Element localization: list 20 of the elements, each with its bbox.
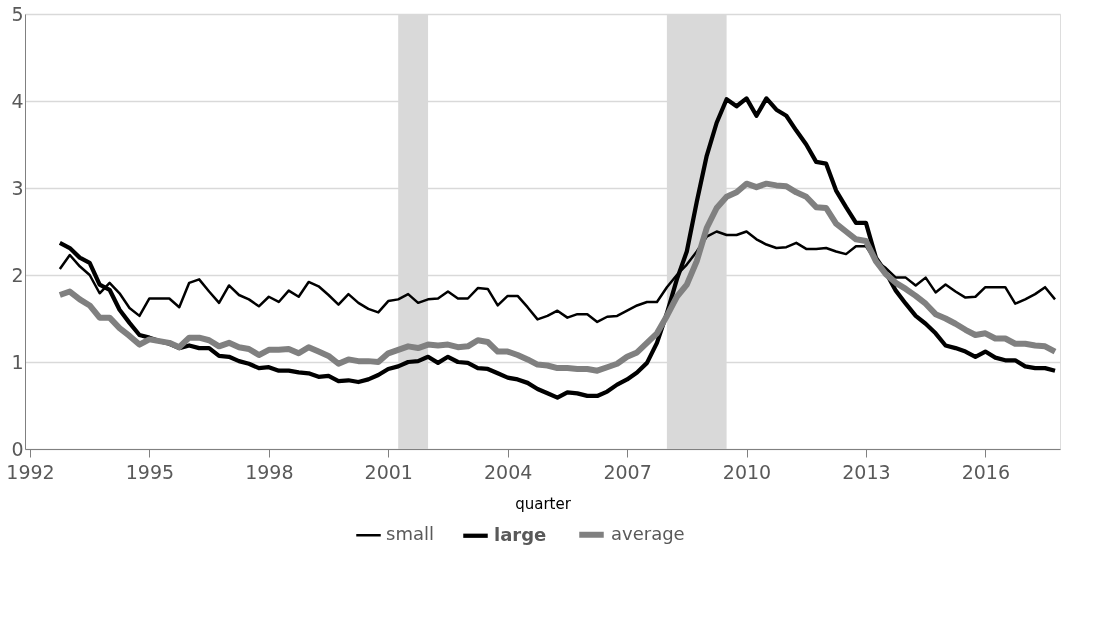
line-series — [57, 96, 1058, 400]
x-axis-title: quarter — [515, 494, 572, 513]
y-tick-label: 4 — [11, 89, 24, 112]
x-tick-label: 1998 — [245, 460, 294, 483]
y-tick-label: 3 — [11, 176, 24, 199]
y-tick-label: 0 — [11, 437, 24, 460]
y-tick-label: 2 — [11, 263, 24, 286]
x-tick-label: 1995 — [125, 460, 175, 483]
y-tick-label: 5 — [11, 2, 24, 25]
x-tick-label: 2007 — [603, 460, 652, 483]
legend-label: large — [494, 523, 547, 545]
legend-label: small — [386, 523, 434, 545]
x-tick-label: 2013 — [842, 460, 891, 483]
x-tick-label: 2010 — [722, 460, 772, 483]
x-tick-label: 2001 — [364, 460, 413, 483]
x-tick-label: 2004 — [483, 460, 533, 483]
x-tick-label: 2016 — [961, 460, 1011, 483]
y-tick-label: 1 — [11, 350, 24, 373]
legend-label: average — [611, 522, 685, 544]
x-tick-label: 1992 — [6, 460, 55, 483]
